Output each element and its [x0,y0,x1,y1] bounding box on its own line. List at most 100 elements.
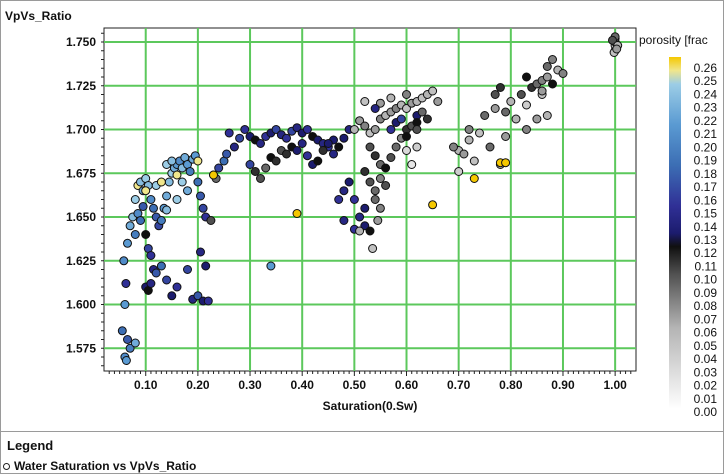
data-point [151,268,161,278]
legend-marker-icon [3,462,10,470]
colorbar-tick-label: 0.13 [694,233,718,247]
data-point [422,114,432,124]
data-point [402,90,411,99]
colorbar-tick-label: 0.25 [694,74,718,88]
data-point [141,186,151,196]
data-point [428,86,438,96]
data-point [490,104,500,113]
colorbar-tick-label: 0.19 [694,154,718,168]
data-point [318,146,328,155]
data-point [156,177,166,187]
data-point [375,174,385,183]
data-point [183,265,192,274]
data-point [185,167,195,176]
tick-labels: 0.10 0.20 0.30 0.40 0.50 0.60 0.70 0.80 0.90 1.00… [66,35,627,392]
data-point [136,216,145,225]
data-point [172,195,182,204]
y-axis-title: VpVs_Ratio [5,9,72,23]
data-point [162,191,172,201]
data-point [339,133,349,143]
data-point [349,125,359,134]
colorbar-tick-label: 0.22 [694,114,718,128]
data-point [323,139,333,148]
data-point [282,133,291,143]
data-point [506,97,516,106]
data-point [365,177,375,187]
legend-entry[interactable]: Water Saturation vs VpVs_Ratio [3,459,196,473]
colorbar-tick-label: 0.04 [694,352,718,366]
data-point [177,177,187,187]
data-point [537,86,547,96]
colorbar-tick-label: 0.01 [694,392,718,406]
plot-area [103,27,637,372]
legend-panel: Legend Water Saturation vs VpVs_Ratio [1,431,723,475]
data-point [214,163,224,173]
y-tick-label: 1.750 [66,35,96,49]
data-point [548,55,557,64]
data-point [196,247,205,257]
data-point [485,142,495,152]
data-point [396,114,406,124]
data-point [344,177,354,187]
data-point [459,149,469,159]
x-tick-label: 0.80 [499,378,523,392]
data-point [206,216,216,225]
data-point [490,90,500,99]
data-point [339,216,349,225]
data-point [196,191,205,201]
colorbar-title: porosity [frac [639,33,708,47]
colorbar-tick-label: 0.20 [694,140,718,154]
data-point [120,300,130,309]
data-point [193,291,203,301]
colorbar-tick-label: 0.07 [694,312,718,326]
colorbar-labels: 0.260.250.240.230.220.210.200.190.180.17… [694,61,718,419]
data-point [360,121,370,131]
data-point [360,203,370,213]
colorbar-tick-label: 0.26 [694,61,718,75]
data-point [256,174,265,183]
data-point [224,128,234,138]
data-point [402,146,411,155]
colorbar-tick-label: 0.08 [694,299,718,313]
colorbar-tick-label: 0.09 [694,286,718,300]
data-point [386,93,396,103]
data-point [501,132,511,141]
data-point [349,195,359,204]
data-point [172,170,182,180]
colorbar-tick-label: 0.24 [694,87,718,101]
x-tick-label: 0.70 [447,378,471,392]
data-point [193,177,203,187]
data-point [121,356,131,365]
y-tick-label: 1.725 [66,79,96,93]
data-point [123,238,132,248]
data-point [271,156,281,166]
data-point [164,177,174,187]
data-point [146,279,156,288]
data-point [123,335,132,344]
data-point [464,135,474,145]
data-point [292,209,302,218]
data-point [201,261,211,271]
data-point [355,212,365,222]
colorbar-tick-label: 0.03 [694,365,718,379]
data-point [522,100,531,110]
data-point [469,174,479,183]
data-point [292,123,302,133]
data-point [329,149,338,159]
colorbar-tick-label: 0.14 [694,220,718,234]
data-point [282,149,291,159]
data-point [209,170,218,180]
legend-title: Legend [7,438,54,453]
data-point [475,128,484,138]
data-point [433,97,443,106]
y-tick-label: 1.700 [66,123,96,137]
data-point [368,244,378,253]
data-point [370,125,380,134]
data-point [339,186,349,196]
data-point [250,167,260,176]
data-point [292,146,302,155]
data-point [386,125,396,134]
x-tick-label: 1.00 [603,378,627,392]
data-point [522,125,531,134]
x-tick-label: 0.20 [186,378,210,392]
